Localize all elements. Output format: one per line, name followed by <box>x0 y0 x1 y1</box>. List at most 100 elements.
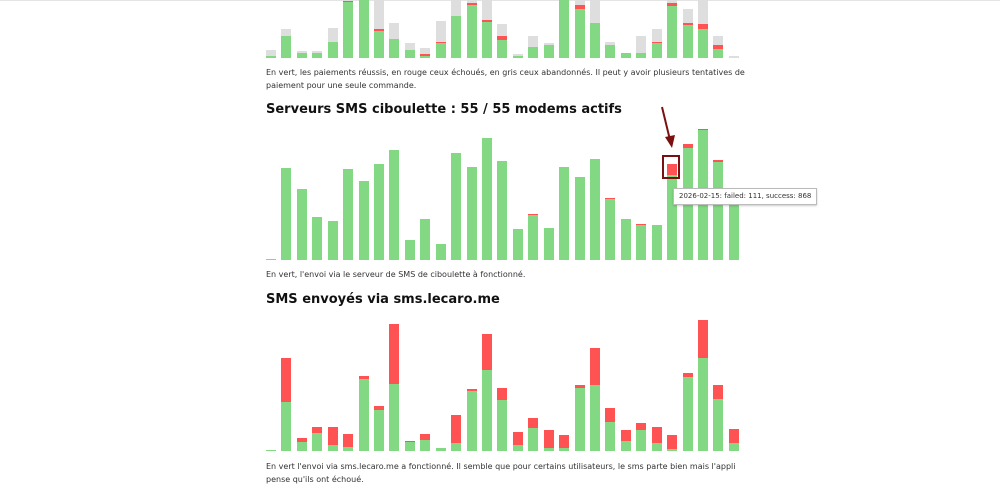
chart-bar[interactable] <box>543 43 554 58</box>
bar-segment-success <box>389 384 400 451</box>
chart-bar[interactable] <box>435 448 446 451</box>
chart-bar[interactable] <box>296 438 307 451</box>
chart-bar[interactable] <box>713 385 724 451</box>
chart-bar[interactable] <box>528 418 539 451</box>
chart-bar[interactable] <box>374 164 384 260</box>
chart-bar[interactable] <box>296 51 307 58</box>
chart-bar[interactable] <box>728 56 739 58</box>
chart-bar[interactable] <box>651 225 662 260</box>
chart-bar[interactable] <box>605 408 616 451</box>
chart-bar[interactable] <box>327 220 338 260</box>
chart-bar[interactable] <box>404 441 415 451</box>
chart-bar[interactable] <box>482 334 493 451</box>
chart-bar[interactable] <box>698 320 709 451</box>
chart-bar[interactable] <box>266 450 276 451</box>
chart-bar[interactable] <box>512 229 523 260</box>
chart-bar[interactable] <box>466 0 477 58</box>
chart-bar[interactable] <box>389 23 400 58</box>
chart-bar[interactable] <box>497 24 508 58</box>
chart-bar[interactable] <box>404 240 415 260</box>
chart-bar[interactable] <box>420 48 431 58</box>
bar-segment-abandoned <box>574 0 585 5</box>
chart-bar[interactable] <box>620 219 631 260</box>
chart-bar[interactable] <box>435 21 446 58</box>
chart-bar[interactable] <box>559 0 570 58</box>
chart-bar[interactable] <box>358 376 369 451</box>
bar-segment-failed <box>651 427 662 443</box>
chart-bar[interactable] <box>713 36 724 58</box>
bar-segment-success <box>435 244 446 260</box>
chart-bar[interactable] <box>420 434 431 451</box>
chart-bar[interactable] <box>528 214 539 260</box>
chart-bar[interactable] <box>327 427 338 451</box>
chart-bar[interactable] <box>651 29 662 58</box>
chart-bar[interactable] <box>343 434 354 451</box>
bar-segment-failed <box>590 348 601 385</box>
chart-bar[interactable] <box>281 168 292 260</box>
chart-bar[interactable] <box>605 42 616 58</box>
chart-bar[interactable] <box>636 224 647 260</box>
chart-bar[interactable] <box>698 0 709 58</box>
chart-bar[interactable] <box>482 138 493 260</box>
chart-bar[interactable] <box>574 176 585 260</box>
chart-bar[interactable] <box>559 435 570 451</box>
chart-bar[interactable] <box>389 150 400 260</box>
chart-bar[interactable] <box>374 406 384 451</box>
chart-bar[interactable] <box>543 228 554 260</box>
chart-bar[interactable] <box>482 0 493 58</box>
chart-bar[interactable] <box>281 358 292 451</box>
chart-bar[interactable] <box>327 28 338 58</box>
chart-bar[interactable] <box>728 196 739 260</box>
chart-bar[interactable] <box>343 0 354 58</box>
chart-bar[interactable] <box>451 153 462 260</box>
bar-segment-success <box>466 391 477 451</box>
chart-bar[interactable] <box>343 169 354 260</box>
chart-bar[interactable] <box>497 160 508 260</box>
chart-bar[interactable] <box>358 0 369 58</box>
chart-bar[interactable] <box>667 435 678 451</box>
chart-bar[interactable] <box>512 54 523 58</box>
chart-bar[interactable] <box>667 164 678 260</box>
chart-bar[interactable] <box>528 36 539 58</box>
bar-segment-success <box>528 215 539 260</box>
chart-bar[interactable] <box>574 385 585 451</box>
chart-bar[interactable] <box>543 430 554 451</box>
chart-bar[interactable] <box>266 50 276 58</box>
chart-bar[interactable] <box>281 29 292 58</box>
chart-bar[interactable] <box>574 0 585 58</box>
bar-segment-success <box>327 42 338 58</box>
chart-bar[interactable] <box>512 432 523 451</box>
chart-bar[interactable] <box>559 166 570 260</box>
chart-bar[interactable] <box>667 0 678 58</box>
chart-bar[interactable] <box>451 0 462 58</box>
chart-bar[interactable] <box>451 415 462 451</box>
bar-segment-abandoned <box>296 51 307 53</box>
chart-bar[interactable] <box>713 160 724 260</box>
chart-bar[interactable] <box>682 9 693 58</box>
chart-bar[interactable] <box>651 427 662 451</box>
chart-bar[interactable] <box>389 324 400 451</box>
chart-bar[interactable] <box>636 423 647 451</box>
chart-bar[interactable] <box>404 43 415 58</box>
chart-bar[interactable] <box>636 36 647 58</box>
chart-bar[interactable] <box>620 430 631 451</box>
chart-bar[interactable] <box>682 373 693 451</box>
chart-bar[interactable] <box>312 216 323 260</box>
chart-bar[interactable] <box>590 0 601 58</box>
chart-bar[interactable] <box>266 259 276 260</box>
chart-bar[interactable] <box>466 166 477 260</box>
chart-bar[interactable] <box>620 53 631 58</box>
chart-bar[interactable] <box>466 389 477 451</box>
chart-bar[interactable] <box>374 0 384 58</box>
chart-bar[interactable] <box>312 427 323 451</box>
chart-bar[interactable] <box>435 244 446 260</box>
chart-bar[interactable] <box>605 198 616 260</box>
chart-bar[interactable] <box>728 429 739 451</box>
chart-bar[interactable] <box>420 219 431 260</box>
chart-bar[interactable] <box>296 189 307 260</box>
chart-bar[interactable] <box>590 348 601 451</box>
chart-bar[interactable] <box>358 180 369 260</box>
chart-bar[interactable] <box>590 159 601 260</box>
chart-bar[interactable] <box>312 51 323 58</box>
chart-bar[interactable] <box>497 388 508 451</box>
